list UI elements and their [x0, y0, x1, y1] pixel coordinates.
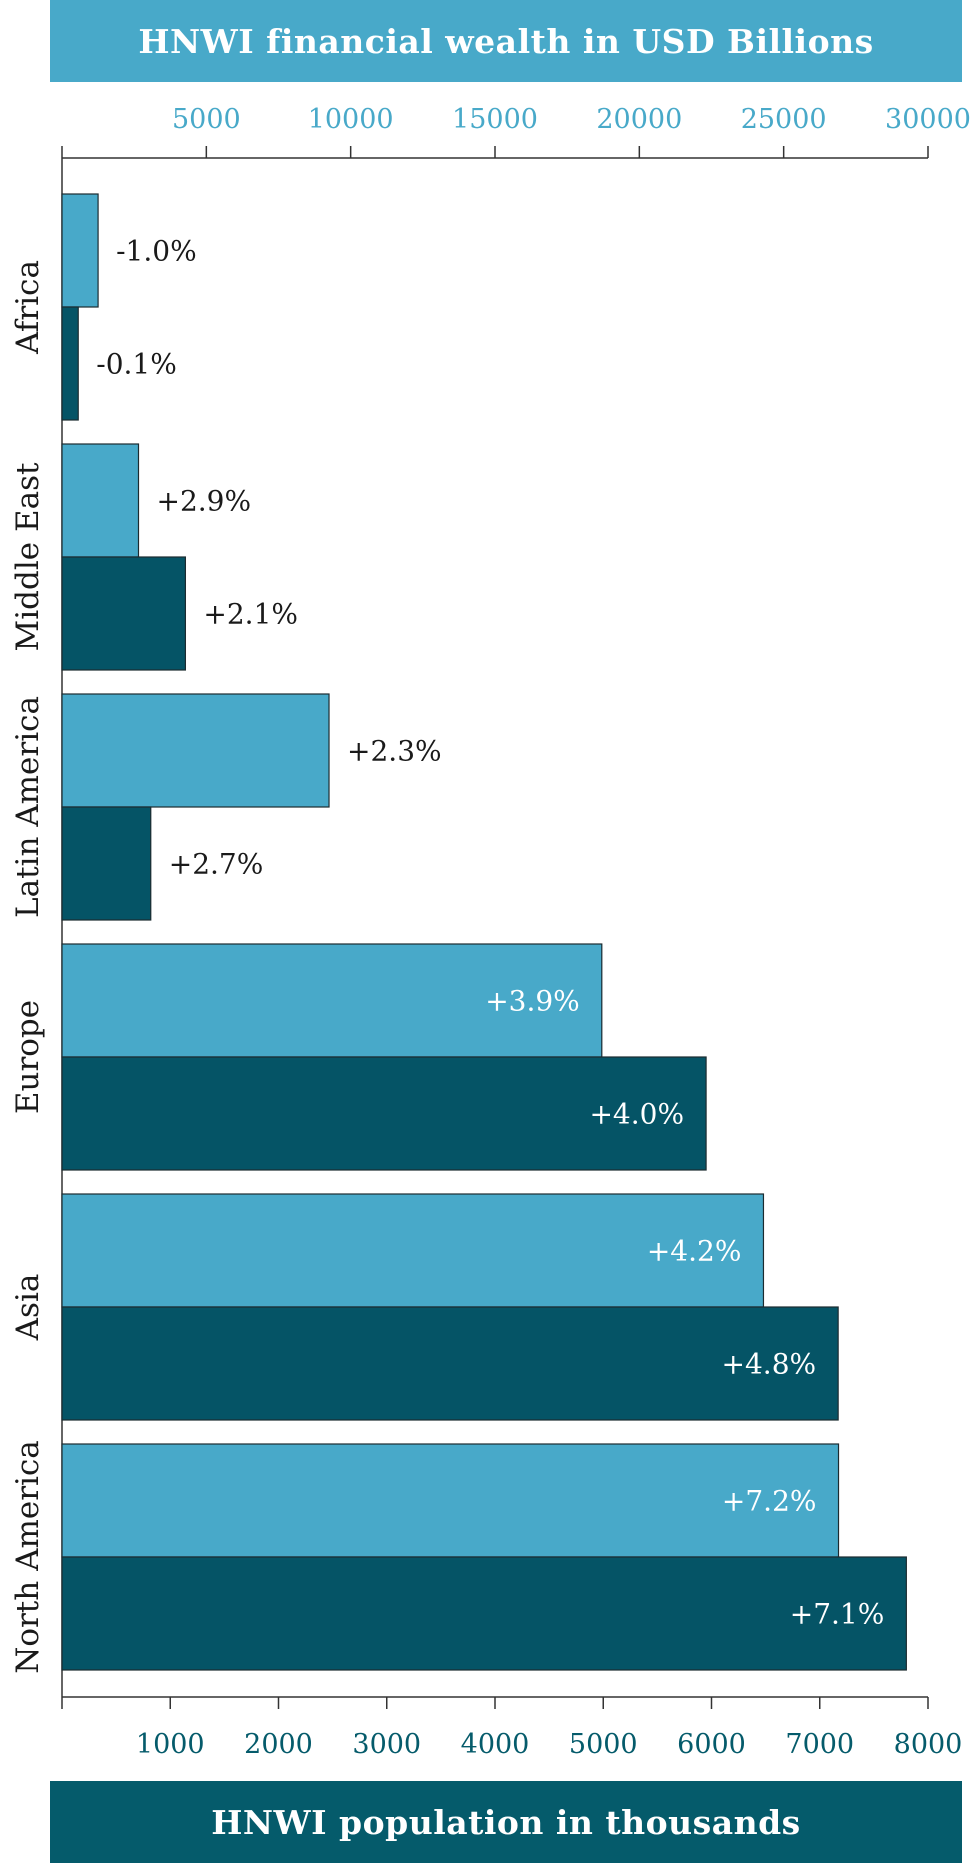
bottom-axis-tick-label: 7000 — [785, 1729, 854, 1760]
bottom-axis-tick-label: 4000 — [461, 1729, 530, 1760]
top-axis-title: HNWI financial wealth in USD Billions — [50, 0, 962, 82]
bar-value-label: +3.9% — [485, 985, 580, 1018]
bottom-axis-tick-label: 8000 — [894, 1729, 963, 1760]
category-label: Asia — [10, 1274, 46, 1342]
bar-value-label: +7.1% — [790, 1598, 885, 1631]
category-label: North America — [10, 1440, 46, 1674]
bar-value-label: +4.8% — [722, 1348, 817, 1381]
bottom-axis-tick-label: 3000 — [352, 1729, 421, 1760]
top-axis-tick-label: 25000 — [741, 104, 827, 135]
bar-value-label: +4.0% — [589, 1098, 684, 1131]
top-axis-tick-label: 20000 — [596, 104, 682, 135]
bar — [61, 306, 79, 421]
bar — [61, 693, 330, 808]
bottom-axis-tick-label: 2000 — [244, 1729, 313, 1760]
bar — [61, 1443, 840, 1558]
bar — [61, 806, 152, 921]
bar — [61, 943, 603, 1058]
top-axis-tick-label: 5000 — [172, 104, 241, 135]
bar — [61, 1056, 707, 1171]
category-label: Africa — [10, 260, 46, 355]
bar — [61, 556, 187, 671]
bottom-axis-tick-label: 1000 — [136, 1729, 205, 1760]
bar-value-label: +2.9% — [156, 485, 251, 518]
bar — [61, 443, 140, 558]
bottom-axis-tick-label: 5000 — [569, 1729, 638, 1760]
bar-value-label: +2.1% — [203, 598, 298, 631]
bar-value-label: +2.3% — [347, 735, 442, 768]
category-label: Europe — [10, 1000, 46, 1114]
bottom-axis-title: HNWI population in thousands — [50, 1781, 962, 1863]
top-axis-tick-label: 30000 — [885, 104, 971, 135]
category-label: Middle East — [10, 462, 46, 651]
bar — [61, 193, 99, 308]
bar — [61, 1193, 765, 1308]
bar-value-label: +4.2% — [647, 1235, 742, 1268]
bar — [61, 1306, 839, 1421]
bar-value-label: +2.7% — [169, 848, 264, 881]
top-axis-tick-label: 15000 — [452, 104, 538, 135]
top-axis-tick-label: 10000 — [308, 104, 394, 135]
category-label: Latin America — [10, 696, 46, 918]
bottom-axis-tick-label: 6000 — [677, 1729, 746, 1760]
bar-value-label: -1.0% — [116, 235, 197, 268]
bar — [61, 1556, 907, 1671]
bar-value-label: +7.2% — [722, 1485, 817, 1518]
bar-value-label: -0.1% — [96, 348, 177, 381]
